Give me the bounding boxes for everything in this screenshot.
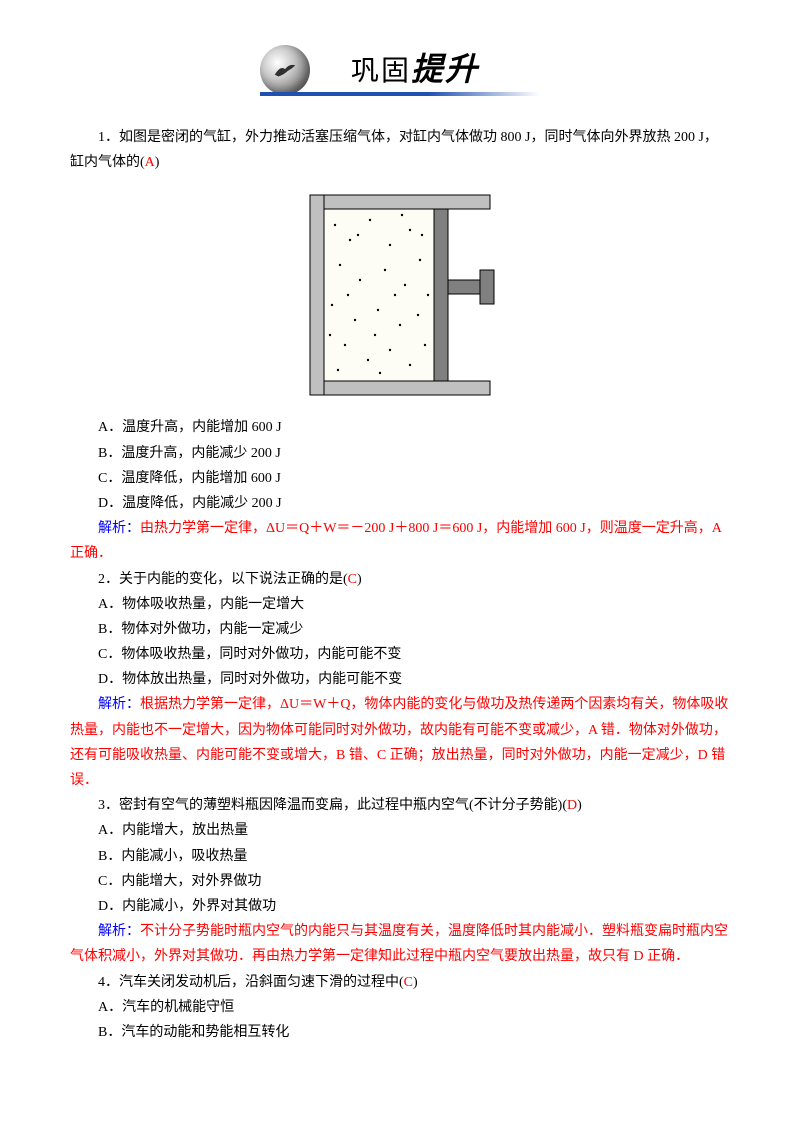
q2-opt-b: B．物体对外做功，内能一定减少 [70, 617, 730, 642]
q1-opt-c: C．温度降低，内能增加 600 J [70, 466, 730, 491]
q1-opt-d: D．温度降低，内能减少 200 J [70, 491, 730, 516]
q2-num: 2． [98, 572, 119, 587]
q3-opt-b: B．内能减小，吸收热量 [70, 844, 730, 869]
q4-stem-post: ) [413, 975, 418, 990]
banner-bg: 巩固提升 [260, 40, 540, 100]
q1-answer: A [145, 155, 155, 170]
q3-num: 3． [98, 798, 119, 813]
q4-num: 4． [98, 975, 119, 990]
bird-icon [271, 56, 299, 84]
q2-stem: 2．关于内能的变化，以下说法正确的是(C) [70, 567, 730, 592]
q1-stem-post: ) [155, 155, 160, 170]
q2-analysis-text: 根据热力学第一定律，ΔU＝W＋Q，物体内能的变化与做功及热传递两个因素均有关，物… [70, 697, 728, 788]
cylinder-icon [290, 185, 510, 405]
banner: 巩固提升 [70, 40, 730, 100]
q3-opt-c: C．内能增大，对外界做功 [70, 869, 730, 894]
q3-analysis-text: 不计分子势能时瓶内空气的内能只与其温度有关，温度降低时其内能减小．塑料瓶变扁时瓶… [70, 924, 728, 964]
q3-answer: D [567, 798, 577, 813]
q4-opt-b: B．汽车的动能和势能相互转化 [70, 1020, 730, 1045]
q2-opt-c: C．物体吸收热量，同时对外做功，内能可能不变 [70, 642, 730, 667]
q2-analysis-label: 解析： [98, 697, 140, 712]
q4-answer: C [404, 975, 413, 990]
banner-title-plain: 巩固 [351, 56, 411, 87]
page: 巩固提升 1．如图是密闭的气缸，外力推动活塞压缩气体，对缸内气体做功 800 J… [0, 0, 800, 1132]
q3-analysis: 解析：不计分子势能时瓶内空气的内能只与其温度有关，温度降低时其内能减小．塑料瓶变… [70, 919, 730, 969]
q2-opt-a: A．物体吸收热量，内能一定增大 [70, 592, 730, 617]
q3-stem: 3．密封有空气的薄塑料瓶因降温而变扁，此过程中瓶内空气(不计分子势能)(D) [70, 793, 730, 818]
q1-figure [70, 185, 730, 405]
q3-opt-d: D．内能减小，外界对其做功 [70, 894, 730, 919]
q3-analysis-label: 解析： [98, 924, 140, 939]
q3-opt-a: A．内能增大，放出热量 [70, 818, 730, 843]
q4-stem: 4．汽车关闭发动机后，沿斜面匀速下滑的过程中(C) [70, 970, 730, 995]
q1-stem: 1．如图是密闭的气缸，外力推动活塞压缩气体，对缸内气体做功 800 J，同时气体… [70, 125, 730, 175]
q2-answer: C [348, 572, 357, 587]
q2-analysis: 解析：根据热力学第一定律，ΔU＝W＋Q，物体内能的变化与做功及热传递两个因素均有… [70, 692, 730, 793]
banner-emblem [260, 45, 310, 95]
q1-opt-a: A．温度升高，内能增加 600 J [70, 415, 730, 440]
q2-opt-d: D．物体放出热量，同时对外做功，内能可能不变 [70, 667, 730, 692]
q1-analysis-text: 由热力学第一定律，ΔU＝Q＋W＝－200 J＋800 J＝600 J，内能增加 … [70, 521, 721, 561]
q1-analysis: 解析：由热力学第一定律，ΔU＝Q＋W＝－200 J＋800 J＝600 J，内能… [70, 516, 730, 566]
question-list: 1．如图是密闭的气缸，外力推动活塞压缩气体，对缸内气体做功 800 J，同时气体… [70, 125, 730, 1045]
q1-analysis-label: 解析： [98, 521, 140, 536]
q1-opt-b: B．温度升高，内能减少 200 J [70, 441, 730, 466]
q3-stem-text: 密封有空气的薄塑料瓶因降温而变扁，此过程中瓶内空气(不计分子势能)( [119, 798, 567, 813]
q3-stem-post: ) [577, 798, 582, 813]
banner-title-bold: 提升 [411, 51, 479, 87]
q1-stem-text: 如图是密闭的气缸，外力推动活塞压缩气体，对缸内气体做功 800 J，同时气体向外… [70, 130, 718, 170]
q4-stem-text: 汽车关闭发动机后，沿斜面匀速下滑的过程中( [119, 975, 404, 990]
q1-num: 1． [98, 130, 119, 145]
q4-opt-a: A．汽车的机械能守恒 [70, 995, 730, 1020]
q2-stem-text: 关于内能的变化，以下说法正确的是( [119, 572, 348, 587]
banner-underline [260, 92, 540, 96]
q2-stem-post: ) [357, 572, 362, 587]
banner-title: 巩固提升 [351, 41, 479, 99]
